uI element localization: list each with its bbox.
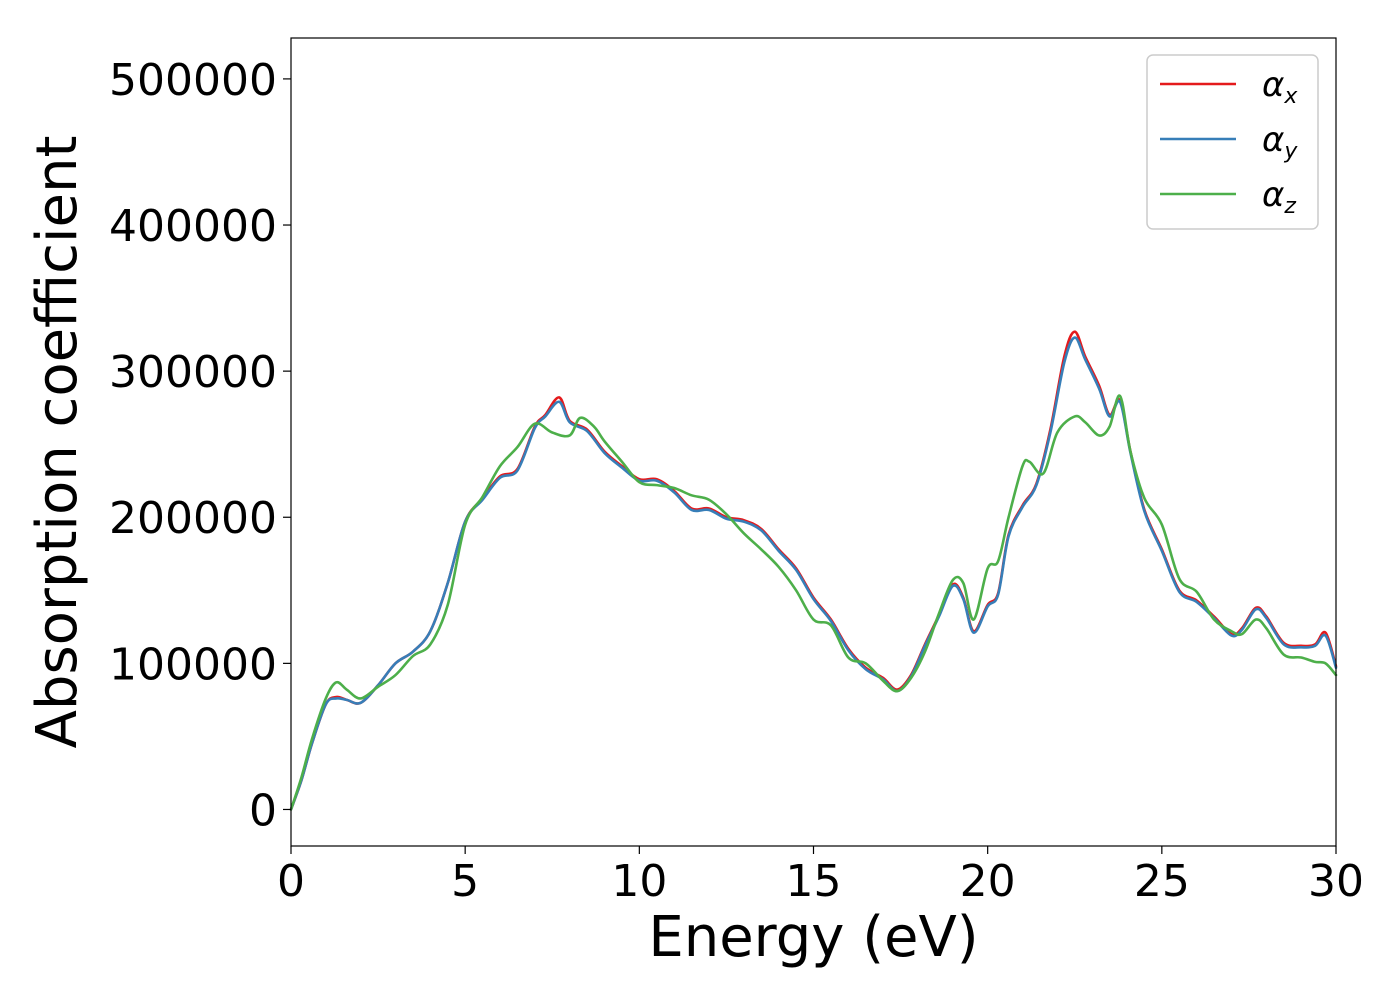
x-tick-label: 30 (1308, 856, 1364, 907)
x-tick-label: 25 (1134, 856, 1190, 907)
y-tick-label: 100000 (109, 639, 277, 690)
x-tick-label: 0 (277, 856, 305, 907)
series-line-z (289, 394, 1338, 811)
y-tick-label: 400000 (109, 201, 277, 252)
series-layer (289, 330, 1338, 811)
y-tick-label: 200000 (109, 493, 277, 544)
y-tick-label: 300000 (109, 347, 277, 398)
y-tick-label: 500000 (109, 55, 277, 106)
x-tick-label: 10 (611, 856, 667, 907)
y-tick-label: 0 (249, 785, 277, 836)
y-axis-title: Absorption coefficient (25, 136, 90, 749)
x-axis-ticks: 0 5 10 15 20 25 30 (277, 846, 1364, 907)
y-axis-ticks: 0 100000 200000 300000 400000 500000 (109, 55, 291, 836)
x-tick-label: 15 (786, 856, 842, 907)
x-tick-label: 20 (960, 856, 1016, 907)
x-tick-label: 5 (451, 856, 479, 907)
legend-frame (1146, 54, 1319, 230)
x-axis-title: Energy (eV) (648, 905, 978, 970)
